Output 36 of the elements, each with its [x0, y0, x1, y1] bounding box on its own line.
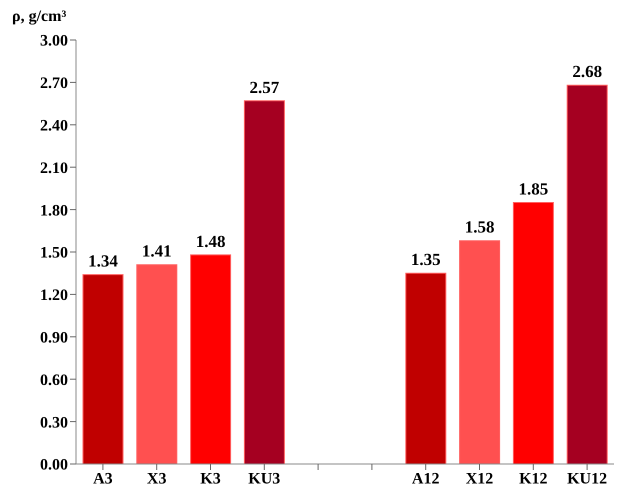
x-tick-label: K12 [519, 470, 548, 488]
bar [136, 264, 178, 464]
y-tick-label: 2.40 [40, 117, 68, 134]
y-axis-title: ρ, g/cm³ [12, 8, 66, 26]
x-tick-label: KU3 [248, 470, 280, 488]
y-tick-label: 1.20 [40, 287, 68, 304]
data-label: 1.35 [410, 250, 441, 270]
bar [512, 202, 554, 464]
bar [244, 100, 285, 464]
y-tick-label: 0.60 [40, 372, 68, 389]
y-tick-label: 2.10 [40, 160, 68, 177]
bar [459, 240, 500, 464]
y-tick-label: 3.00 [40, 32, 68, 50]
bar [405, 272, 446, 464]
bar [190, 254, 232, 464]
x-tick-label: X3 [146, 470, 166, 488]
y-tick-label: 0.30 [40, 414, 68, 432]
x-tick-label: A3 [93, 470, 113, 488]
y-tick-label: 1.80 [40, 202, 68, 220]
x-tick-label: K3 [200, 470, 221, 488]
bar [82, 274, 124, 464]
data-label: 1.48 [196, 232, 226, 251]
y-tick-label: 0.00 [40, 456, 68, 474]
data-label: 1.58 [464, 218, 494, 237]
data-label: 1.34 [88, 252, 118, 271]
x-tick-label: X12 [466, 470, 494, 488]
y-tick-label: 0.90 [40, 329, 68, 346]
x-tick-label: A12 [412, 470, 440, 488]
y-tick-label: 2.70 [40, 75, 68, 92]
data-label: 2.68 [572, 62, 602, 82]
bar [566, 84, 608, 464]
data-label: 1.85 [518, 180, 548, 199]
x-tick-label: KU12 [567, 470, 608, 488]
y-tick-label: 1.50 [40, 244, 68, 262]
data-label: 2.57 [250, 78, 280, 97]
data-label: 1.41 [142, 242, 172, 261]
